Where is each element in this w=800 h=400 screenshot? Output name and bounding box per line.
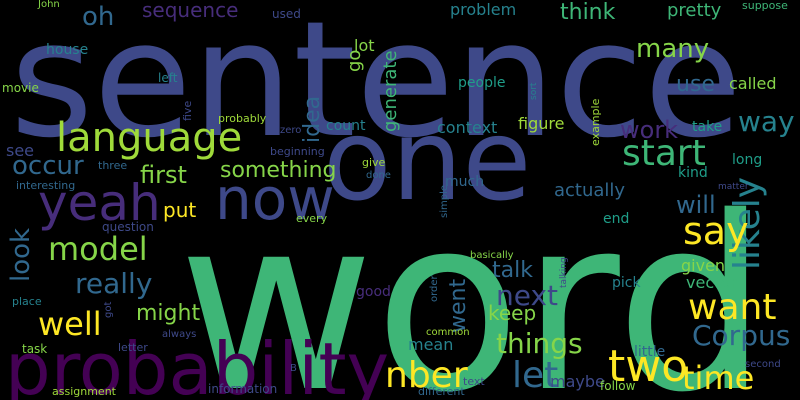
word-use: use	[676, 72, 715, 97]
word-probably: probably	[218, 112, 267, 125]
word-example: example	[589, 98, 602, 147]
word-always: always	[162, 329, 197, 340]
word-one: one	[323, 96, 532, 226]
word-used: used	[272, 7, 301, 21]
word-corpus: Corpus	[692, 319, 791, 352]
word-sequence: sequence	[142, 0, 239, 22]
word-next: next	[496, 279, 559, 312]
word-b: B	[290, 363, 297, 374]
word-look: look	[6, 228, 36, 283]
word-matter: matter	[718, 182, 749, 192]
word-vector: vector	[686, 273, 737, 292]
word-assignment: assignment	[52, 385, 116, 398]
word-model: model	[48, 230, 148, 268]
word-see: see	[6, 141, 35, 160]
word-think: think	[560, 0, 616, 25]
word-interesting: interesting	[16, 179, 76, 192]
word-beginning: beginning	[270, 145, 325, 158]
word-two: two	[608, 341, 689, 392]
word-good: good	[356, 284, 391, 300]
word-time: time	[682, 359, 755, 397]
word-take: take	[692, 119, 723, 135]
word-house: house	[46, 42, 89, 58]
word-word: word	[178, 165, 768, 400]
word-context: context	[437, 118, 498, 137]
word-let: let	[512, 355, 559, 396]
word-information: information	[208, 382, 278, 396]
word-given: given	[681, 256, 726, 275]
word-generate: generate	[380, 50, 401, 133]
word-nber: nber	[385, 355, 468, 396]
word-basically: basically	[470, 250, 514, 261]
word-something: something	[220, 158, 337, 183]
word-work: work	[620, 116, 679, 144]
word-place: place	[12, 295, 42, 308]
word-well: well	[38, 305, 102, 343]
word-done: done	[366, 170, 391, 181]
word-text: text	[463, 375, 485, 388]
word-talking: talking	[559, 257, 569, 288]
word-suppose: suppose	[742, 0, 788, 12]
word-every: every	[296, 212, 328, 225]
word-count: count	[326, 118, 366, 134]
word-movie: movie	[2, 81, 39, 95]
word-kind: kind	[678, 165, 708, 181]
word-want: want	[688, 287, 777, 328]
word-got: got	[103, 301, 114, 318]
word-give: give	[362, 156, 386, 169]
word-question: question	[102, 220, 154, 234]
word-problem: problem	[450, 0, 517, 19]
word-different: different	[418, 385, 465, 398]
word-five: five	[181, 101, 194, 122]
word-left: left	[158, 71, 178, 85]
word-might: might	[136, 301, 201, 326]
word-follow: follow	[600, 379, 636, 393]
word-way: way	[738, 105, 795, 138]
word-actually: actually	[554, 180, 626, 201]
word-mean: mean	[408, 335, 454, 354]
word-common: common	[426, 327, 470, 338]
word-figure: figure	[518, 114, 565, 133]
word-long: long	[732, 152, 763, 168]
word-end: end	[603, 211, 630, 227]
word-lot: lot	[354, 36, 375, 55]
word-oh: oh	[82, 2, 115, 32]
word-probability: probability	[5, 327, 390, 400]
word-order: order	[429, 275, 440, 302]
word-people: people	[458, 75, 506, 91]
word-idea: idea	[300, 95, 325, 143]
word-language: language	[56, 115, 243, 161]
word-three: three	[98, 159, 128, 172]
word-little: little	[634, 344, 666, 360]
word-much: much	[445, 174, 485, 190]
word-john: John	[38, 0, 60, 10]
word-task: task	[22, 342, 48, 356]
word-talk: talk	[492, 258, 533, 283]
word-start: start	[622, 133, 706, 174]
word-zero: zero	[280, 125, 302, 136]
word-second: second	[745, 359, 781, 370]
word-say: say	[683, 209, 749, 253]
word-sentence: sentence	[10, 0, 743, 173]
word-pick: pick	[612, 275, 641, 291]
word-many: many	[636, 34, 710, 64]
word-pretty: pretty	[667, 0, 722, 21]
word-went: went	[446, 278, 471, 333]
word-now: now	[215, 165, 335, 233]
word-letter: letter	[118, 341, 148, 354]
word-yeah: yeah	[38, 174, 161, 232]
word-simple: simple	[439, 184, 450, 218]
word-maybe: maybe	[550, 372, 605, 391]
word-will: will	[676, 191, 716, 219]
word-first: first	[140, 161, 187, 189]
word-called: called	[729, 74, 777, 93]
word-really: really	[75, 267, 153, 300]
word-things: things	[496, 327, 583, 360]
word-keep: keep	[488, 301, 537, 325]
word-occur: occur	[12, 151, 84, 181]
word-put: put	[163, 198, 197, 222]
word-sort: sort	[529, 82, 539, 100]
